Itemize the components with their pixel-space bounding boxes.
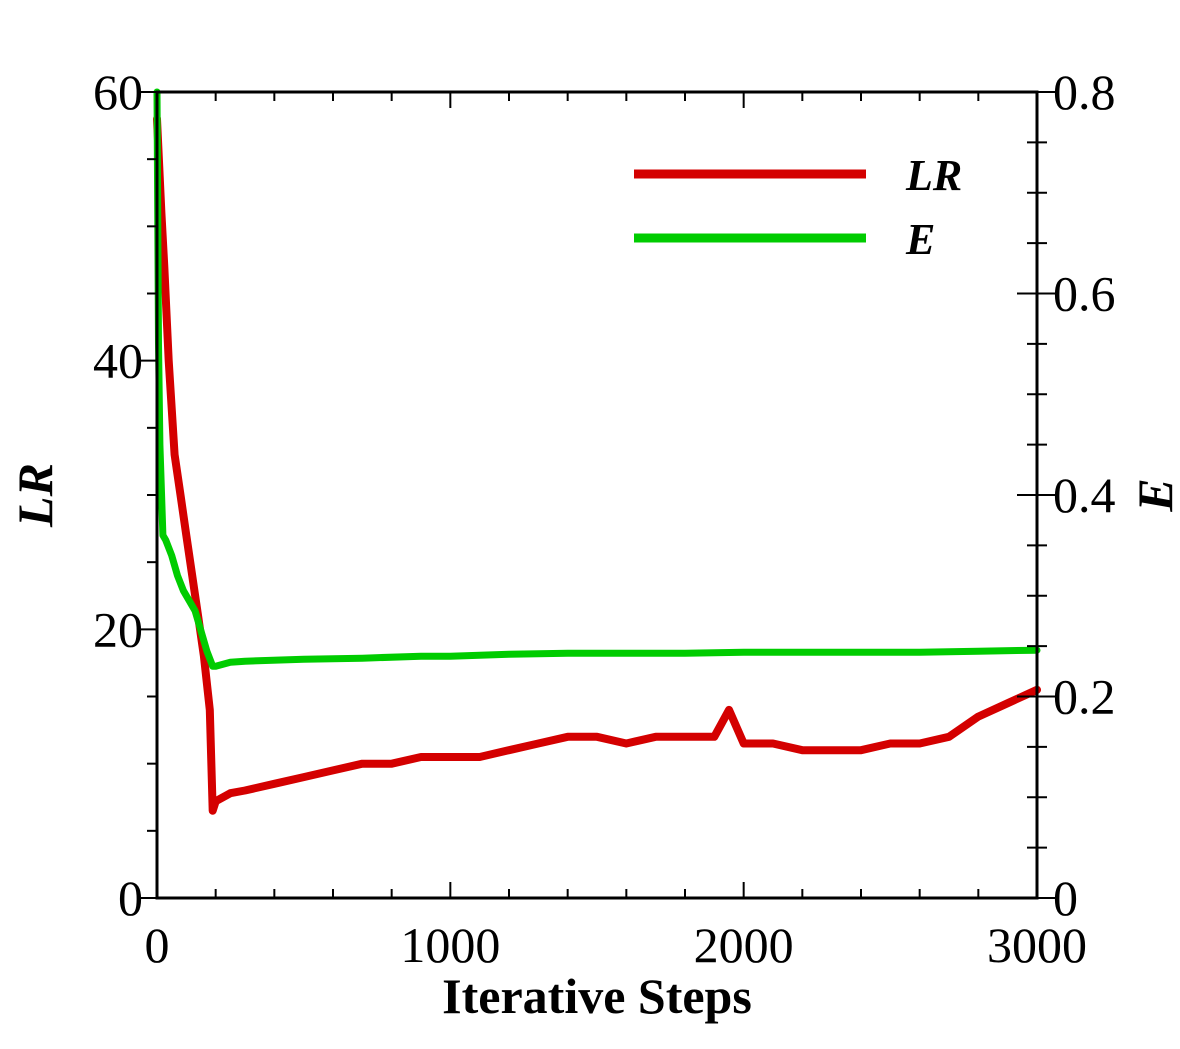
y-right-tick-label: 0.4	[1053, 467, 1116, 523]
y-axis-left-title: LR	[7, 463, 63, 528]
y-left-tick-label: 20	[93, 601, 143, 657]
ticks-layer	[137, 91, 1057, 899]
y-right-tick-label: 0.2	[1053, 669, 1116, 725]
x-axis-title: Iterative Steps	[442, 968, 752, 1024]
legend: LR E	[634, 151, 962, 264]
y-left-tick-label: 60	[93, 64, 143, 120]
y-right-tick-label: 0	[1053, 870, 1078, 926]
legend-label-e: E	[905, 215, 935, 264]
y-left-tick-label: 0	[118, 870, 143, 926]
series-layer	[153, 88, 1041, 815]
series-line-e	[153, 88, 1041, 670]
series-line-lr	[153, 114, 1041, 815]
x-tick-label: 2000	[694, 917, 794, 973]
x-tick-label: 3000	[987, 917, 1087, 973]
x-tick-label: 1000	[400, 917, 500, 973]
legend-label-lr: LR	[905, 151, 962, 200]
y-left-tick-label: 40	[93, 333, 143, 389]
y-axis-right-title: E	[1127, 478, 1180, 512]
y-right-tick-label: 0.8	[1053, 64, 1116, 120]
y-right-tick-label: 0.6	[1053, 266, 1116, 322]
x-tick-label: 0	[145, 917, 170, 973]
